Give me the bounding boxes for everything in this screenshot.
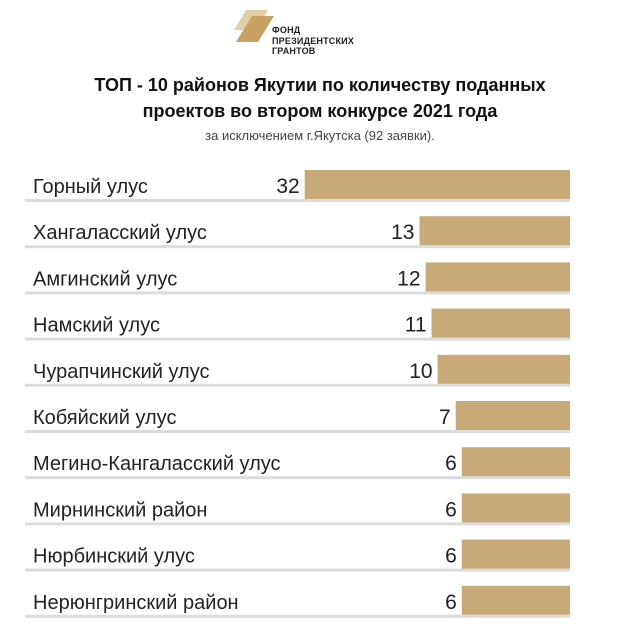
row-underline [25,291,570,295]
value-label: 32 [276,175,299,198]
category-label: Нюрбинский улус [33,546,195,568]
bar [455,401,570,430]
category-label: Кобяйский улус [33,407,176,429]
category-label: Нерюнгринский район [33,592,239,614]
bar [431,308,570,338]
bar [461,447,570,477]
fund-logo-icon [234,10,274,42]
row-underline [25,430,570,433]
logo-line: ГРАНТОВ [272,46,316,56]
value-label: 6 [445,452,457,475]
chart-title: ТОП - 10 районов Якутии по количеству по… [94,75,546,121]
bar [461,539,570,569]
value-label: 12 [397,267,420,290]
category-label: Хангаласский улус [33,222,207,244]
value-label: 6 [445,545,457,568]
bar [461,493,570,523]
row-underline [25,337,570,341]
row-underline [25,199,570,202]
value-label: 7 [439,406,451,429]
category-label: Амгинский улус [33,268,177,290]
bar [419,216,570,246]
chart-subtitle: за исключением г.Якутска (92 заявки). [205,128,435,143]
category-label: Чурапчинский улус [33,361,209,383]
bar [304,170,570,199]
bar [461,585,570,615]
value-label: 11 [405,314,427,337]
category-label: Мегино-Кангаласский улус [33,453,281,475]
row-underline [25,522,570,526]
row-underline [25,383,570,387]
value-label: 13 [391,221,414,244]
logo-line: ПРЕЗИДЕНТСКИХ [272,35,355,46]
bar [437,354,570,384]
row-underline [25,245,570,249]
value-label: 10 [409,360,432,383]
category-label: Горный улус [33,176,148,198]
value-label: 6 [445,591,457,614]
row-underline [25,476,570,480]
value-label: 6 [445,498,457,521]
fund-logo-text: ФОНД ПРЕЗИДЕНТСКИХ ГРАНТОВ [272,25,354,57]
category-label: Мирнинский район [33,499,207,521]
category-label: Намский улус [33,315,160,337]
row-underline [25,614,570,618]
row-underline [25,568,570,572]
bar [425,262,570,292]
logo-line: ФОНД [272,25,301,35]
